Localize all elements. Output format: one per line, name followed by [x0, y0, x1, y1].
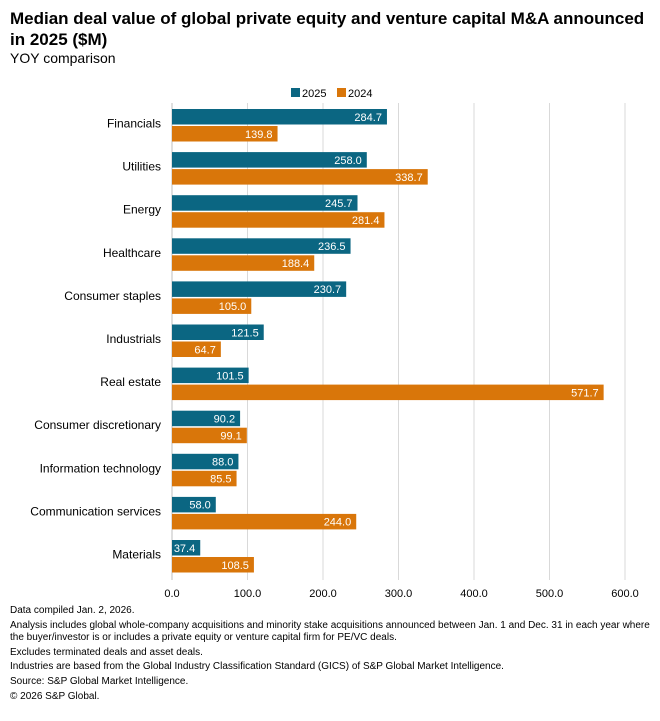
data-label: 139.8 — [245, 129, 273, 141]
data-label: 338.7 — [395, 172, 423, 184]
data-label: 37.4 — [174, 543, 195, 555]
data-label: 64.7 — [194, 344, 215, 356]
bar-2024 — [172, 557, 254, 573]
category-label: Financials — [107, 117, 161, 131]
bar-2024 — [172, 255, 315, 271]
data-label: 105.0 — [219, 301, 247, 313]
bar-2024 — [172, 298, 252, 314]
bar-2024 — [172, 470, 237, 487]
bar-2024 — [172, 427, 247, 444]
x-tick-label: 200.0 — [309, 588, 337, 600]
legend-label-2025: 2025 — [302, 88, 326, 100]
data-label: 88.0 — [212, 457, 233, 469]
category-label: Consumer discretionary — [34, 418, 161, 432]
x-tick-label: 400.0 — [460, 588, 488, 600]
data-label: 188.4 — [282, 258, 310, 270]
x-tick-label: 0.0 — [164, 588, 179, 600]
data-label: 571.7 — [571, 387, 599, 399]
bar-2025 — [172, 410, 241, 427]
bar-2024 — [172, 169, 428, 185]
data-label: 236.5 — [318, 241, 346, 253]
category-label: Healthcare — [103, 246, 161, 260]
bar-2025 — [172, 281, 347, 297]
category-label: Communication services — [30, 504, 161, 518]
x-tick-label: 100.0 — [234, 588, 262, 600]
x-tick-label: 500.0 — [536, 588, 564, 600]
category-label: Industrials — [106, 332, 161, 346]
bar-2025 — [172, 496, 216, 513]
legend-label-2024: 2024 — [348, 88, 372, 100]
category-label: Energy — [123, 203, 161, 217]
category-label: Consumer staples — [64, 289, 161, 303]
bar-2024 — [172, 126, 278, 142]
x-tick-label: 300.0 — [385, 588, 413, 600]
bar-chart: 0.0 100.0 200.0 300.0 400.0 500.0 600.0 2025 202… — [30, 88, 639, 600]
footnote-compiled: Data compiled Jan. 2, 2026. — [10, 605, 135, 616]
data-label: 108.5 — [221, 560, 249, 572]
bar-2025 — [172, 540, 201, 556]
bar-2025 — [172, 367, 249, 384]
bar-2024 — [172, 384, 604, 401]
x-tick-label: 600.0 — [611, 588, 639, 600]
data-label: 284.7 — [354, 112, 382, 124]
footnote-industries: Industries are based from the Global Ind… — [10, 661, 504, 673]
bar-2025 — [172, 195, 358, 211]
bar-2024 — [172, 341, 221, 357]
category-label: Real estate — [100, 375, 161, 389]
bar-2025 — [172, 453, 239, 470]
footnote-source: Source: S&P Global Market Intelligence. — [10, 675, 189, 687]
data-label: 244.0 — [324, 517, 352, 529]
data-label: 245.7 — [325, 198, 353, 210]
footnote-exclusions: Excludes terminated deals and asset deal… — [10, 646, 203, 658]
legend-swatch-2025 — [291, 88, 300, 97]
footnotes: Data compiled Jan. 2, 2026. Analysis inc… — [10, 605, 655, 705]
legend-swatch-2024 — [337, 88, 346, 97]
footnote-copyright: © 2026 S&P Global. — [10, 690, 100, 702]
bar-2025 — [172, 152, 367, 168]
bar-2024 — [172, 212, 385, 228]
bar-2025 — [172, 238, 351, 254]
data-label: 281.4 — [352, 215, 380, 227]
data-label: 99.1 — [220, 430, 241, 442]
data-label: 85.5 — [210, 474, 231, 486]
category-label: Utilities — [122, 160, 161, 174]
bar-2024 — [172, 513, 357, 530]
data-label: 101.5 — [216, 370, 244, 382]
data-label: 58.0 — [189, 500, 210, 512]
data-label: 90.2 — [214, 413, 235, 425]
chart-subtitle: YOY comparison — [10, 50, 116, 66]
data-label: 230.7 — [314, 284, 342, 296]
category-label: Materials — [112, 548, 161, 562]
category-label: Information technology — [40, 461, 161, 475]
bar-2025 — [172, 109, 387, 125]
bar-2025 — [172, 324, 264, 340]
chart-title: Median deal value of global private equi… — [10, 9, 645, 49]
footnote-analysis: Analysis includes global whole-company a… — [10, 619, 650, 644]
data-label: 258.0 — [334, 155, 362, 167]
data-label: 121.5 — [231, 327, 259, 339]
